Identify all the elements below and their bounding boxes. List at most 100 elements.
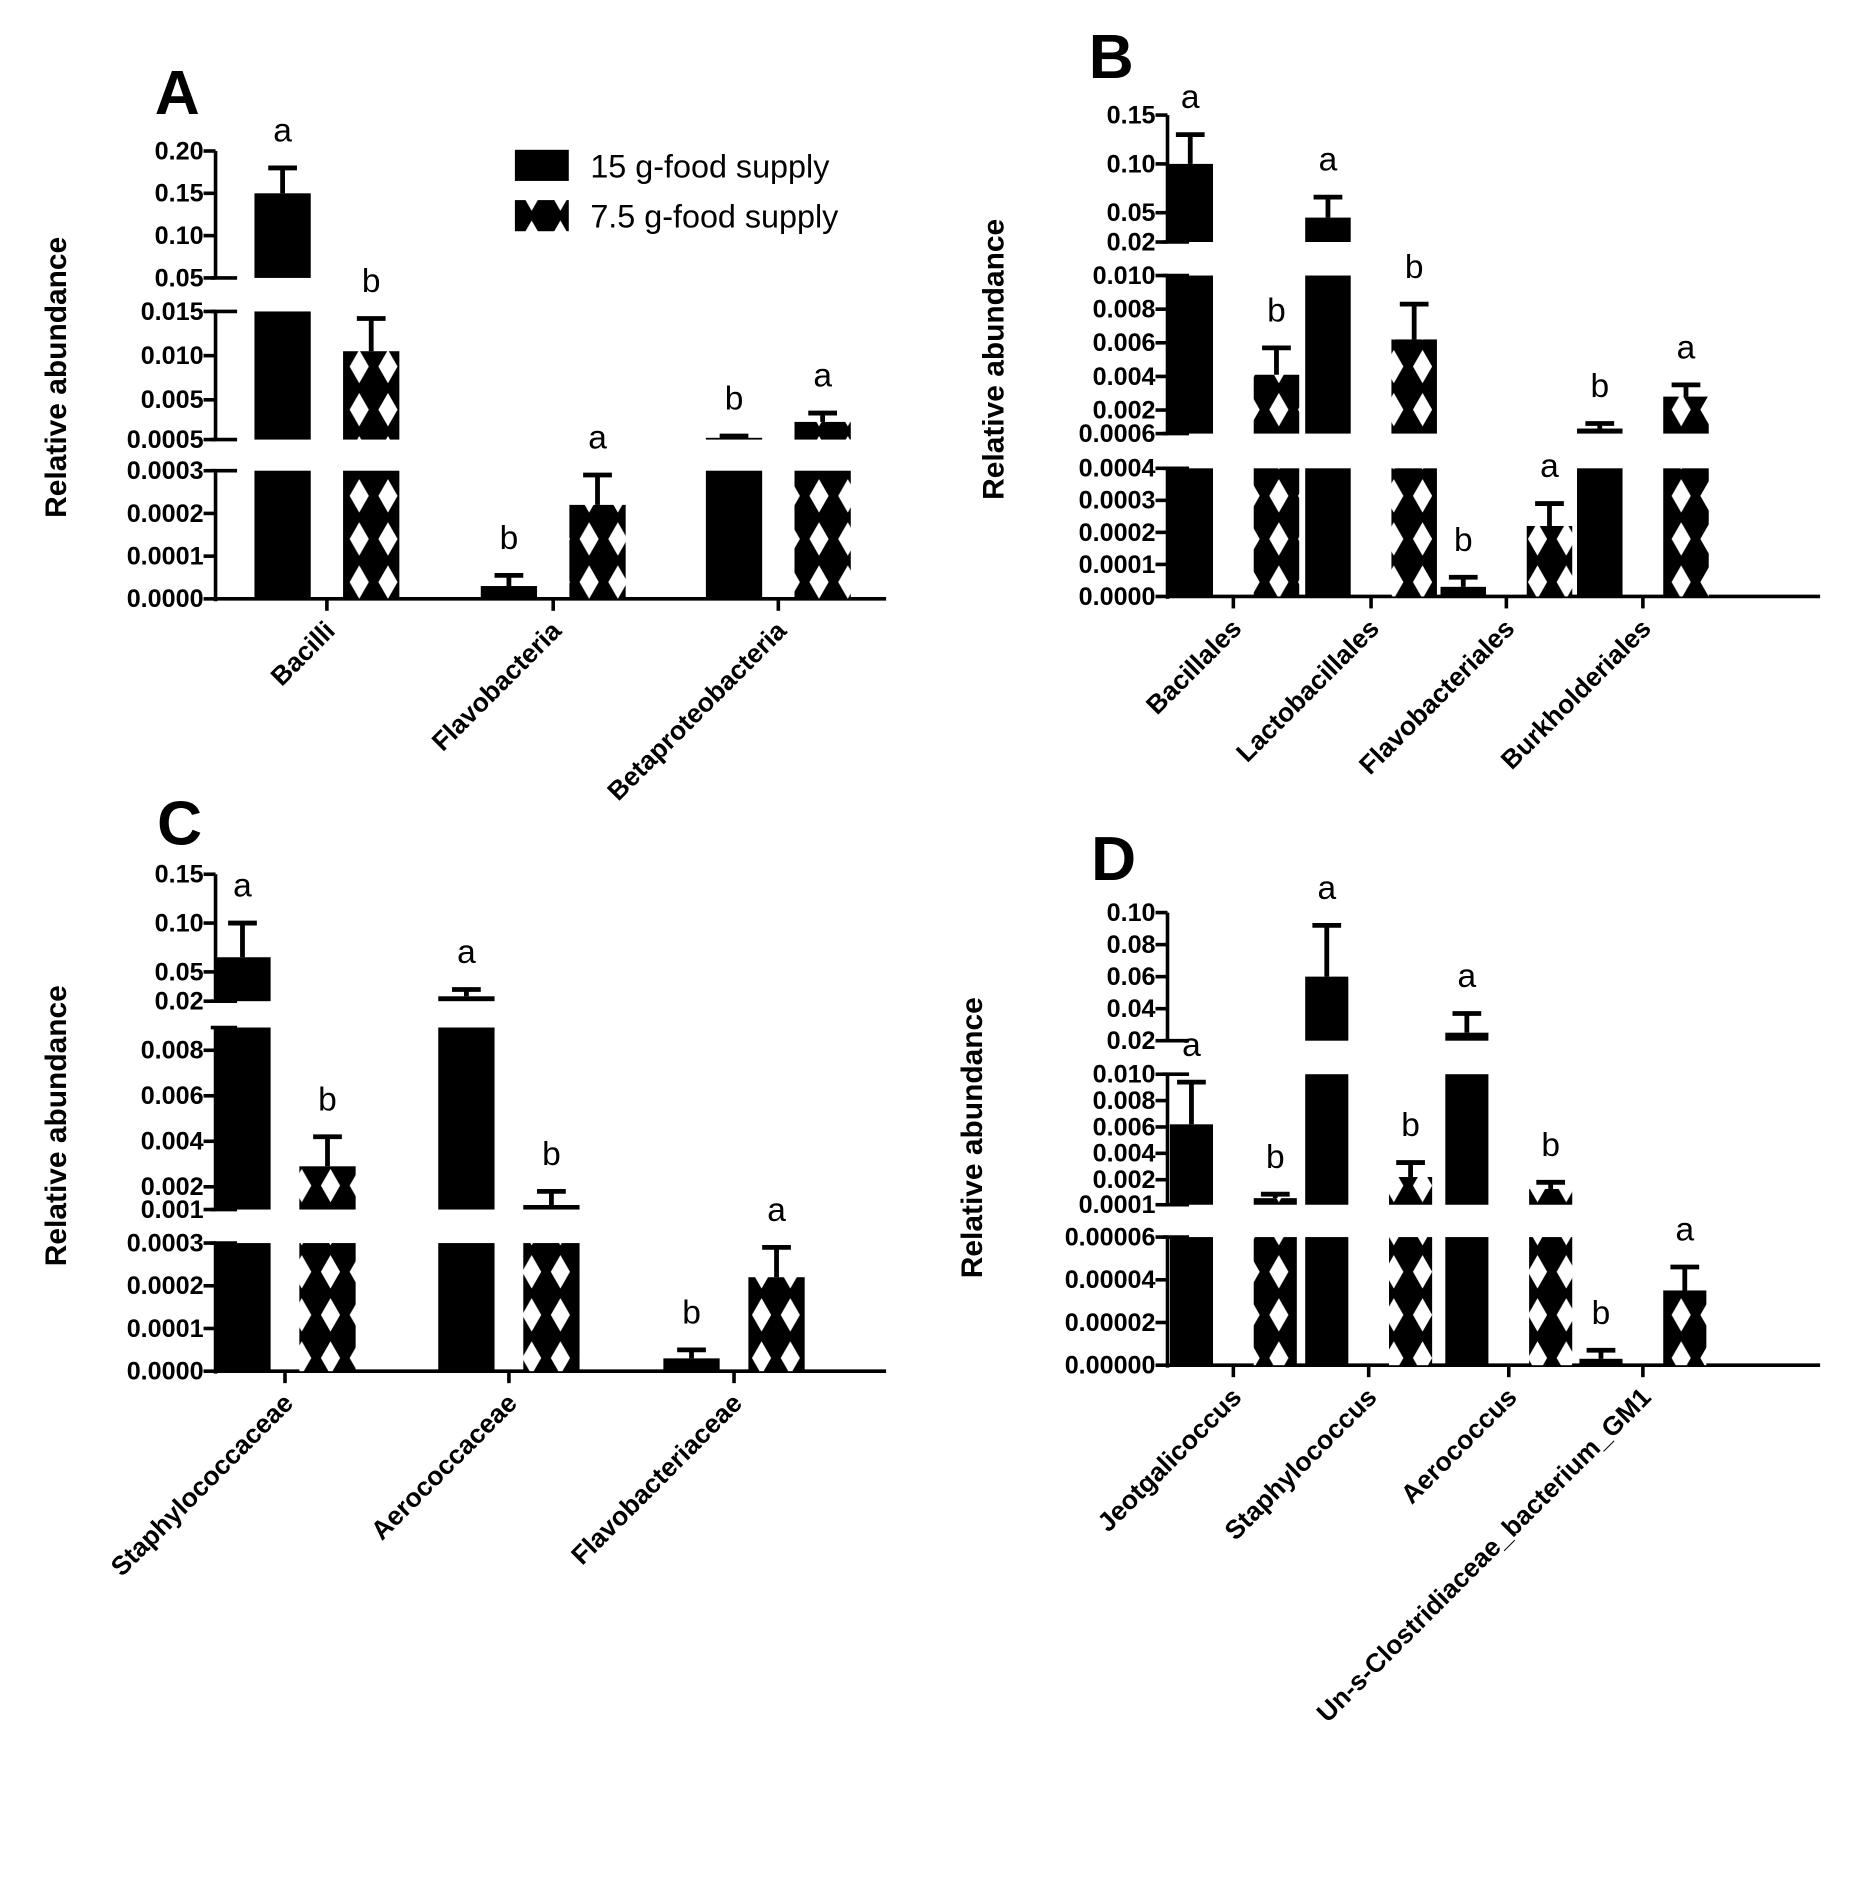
bar-15g (480, 586, 538, 599)
bar-15g (663, 1358, 720, 1372)
bar-15g (1445, 1237, 1489, 1366)
bar-7-5g (343, 351, 400, 440)
y-tick-label: 0.04 (1107, 995, 1156, 1023)
y-tick-label: 0.0004 (1079, 455, 1156, 483)
panel-B: B Relative abundance 0.0000 0.0001 0.0002 0.0… (977, 23, 1821, 780)
y-tick-label: 0.05 (155, 264, 204, 292)
y-tick-label: 0.15 (1107, 101, 1156, 129)
legend-swatch-7-5g (514, 200, 569, 232)
y-tick-label: 0.004 (1093, 363, 1156, 391)
bar-15g (1305, 976, 1349, 1041)
bar-15g (1305, 1237, 1349, 1366)
bar-7-5g (1253, 374, 1300, 434)
y-tick-label: 0.002 (1093, 396, 1156, 424)
bar-15g (254, 311, 311, 440)
y-tick-label: 0.010 (1093, 262, 1156, 290)
bar-15g (1167, 275, 1214, 434)
significance-letter: b (1266, 1139, 1285, 1176)
significance-letter: b (318, 1081, 337, 1118)
significance-letter: a (457, 934, 476, 971)
bar-7-5g (1526, 525, 1573, 597)
y-tick-label: 0.0001 (1079, 551, 1156, 579)
legend-label: 7.5 g-food supply (590, 199, 839, 235)
significance-letter: b (725, 381, 744, 418)
y-tick-label: 0.10 (1107, 899, 1156, 927)
y-tick-label: 0.0005 (127, 426, 204, 454)
significance-letter: b (362, 263, 381, 300)
y-axis-label: Relative abundance (977, 219, 1010, 500)
bar-7-5g (794, 421, 851, 440)
significance-letter: b (1541, 1127, 1560, 1164)
y-axis-label: Relative abundance (40, 237, 73, 518)
significance-letter: a (1458, 958, 1477, 995)
y-tick-label: 0.010 (141, 342, 204, 370)
x-category-label: Bacillales (1140, 613, 1247, 720)
significance-letter: a (233, 868, 252, 905)
significance-letter: b (542, 1136, 561, 1173)
y-tick-label: 0.0003 (1079, 487, 1156, 515)
y-tick-label: 0.0002 (1079, 519, 1156, 547)
y-tick-label: 0.002 (1093, 1166, 1156, 1194)
y-tick-label: 0.006 (1093, 1113, 1156, 1141)
significance-letter: b (1592, 1295, 1611, 1332)
y-tick-label: 0.0006 (1079, 420, 1156, 448)
y-tick-label: 0.10 (155, 909, 204, 937)
bar-15g (1167, 163, 1214, 243)
bar-15g (1169, 1237, 1214, 1366)
y-tick-label: 0.00002 (1065, 1309, 1156, 1337)
significance-letter: a (1319, 142, 1338, 179)
bar-15g (1440, 586, 1487, 597)
significance-letter: a (813, 358, 832, 395)
bar-15g (1167, 468, 1214, 597)
significance-letter: a (1182, 1027, 1201, 1064)
bar-7-5g (1253, 1237, 1297, 1366)
y-tick-label: 0.0002 (127, 1272, 204, 1300)
bar-7-5g (1663, 468, 1709, 597)
significance-letter: b (1401, 1107, 1420, 1144)
bar-15g (214, 1027, 271, 1210)
panel-D: D Relative abundance 0.00000 0.00002 0.00004… (956, 825, 1821, 1728)
bar-7-5g (1529, 1237, 1573, 1366)
y-tick-label: 0.06 (1107, 963, 1156, 991)
significance-letter: a (1181, 79, 1200, 116)
bar-15g (438, 996, 495, 1002)
y-tick-label: 0.08 (1107, 931, 1156, 959)
significance-letter: b (682, 1294, 701, 1331)
bar-15g (1577, 468, 1623, 597)
bar-7-5g (1391, 339, 1437, 434)
x-category-label: Bacilli (265, 615, 341, 691)
y-tick-label: 0.004 (141, 1128, 204, 1156)
panel-letter: C (157, 789, 202, 858)
bar-15g (1577, 428, 1623, 434)
bar-15g (1445, 1074, 1489, 1205)
legend-label: 15 g-food supply (590, 148, 830, 184)
bar-7-5g (343, 470, 400, 599)
y-tick-label: 0.015 (141, 298, 204, 326)
panel-letter: A (155, 59, 200, 128)
y-tick-label: 0.0001 (127, 1315, 204, 1343)
x-category-label: Flavobacteriaceae (565, 1388, 748, 1571)
bar-7-5g (794, 470, 851, 599)
significance-letter: a (1677, 329, 1696, 366)
panel-letter: D (1091, 825, 1136, 894)
bar-15g (438, 1027, 495, 1210)
bar-15g (1169, 1124, 1214, 1205)
y-tick-label: 0.10 (155, 222, 204, 250)
y-tick-label: 0.008 (141, 1037, 204, 1065)
y-tick-label: 0.006 (1093, 329, 1156, 357)
significance-letter: b (1405, 249, 1424, 286)
bar-7-5g (1389, 1177, 1433, 1205)
bar-15g (1445, 1032, 1489, 1041)
significance-letter: a (1317, 870, 1336, 907)
significance-letter: a (767, 1192, 786, 1229)
bar-15g (1305, 1074, 1349, 1205)
bar-7-5g (299, 1243, 356, 1372)
significance-letter: a (1540, 448, 1559, 485)
bar-15g (1305, 217, 1351, 243)
y-tick-label: 0.0000 (127, 585, 204, 613)
bar-15g (254, 193, 311, 278)
significance-letter: a (1675, 1212, 1694, 1249)
y-tick-label: 0.0002 (127, 500, 204, 528)
y-tick-label: 0.00006 (1065, 1223, 1156, 1251)
bar-15g (1305, 275, 1351, 434)
